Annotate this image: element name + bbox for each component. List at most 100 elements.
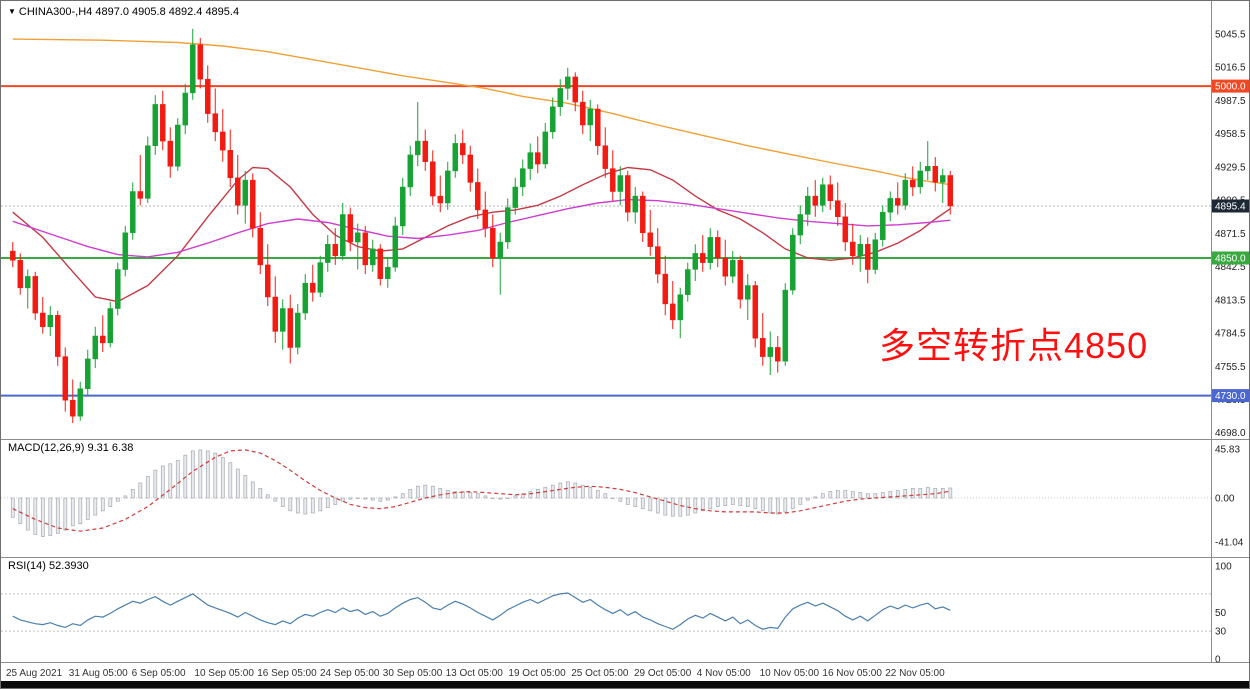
macd-histogram-bar bbox=[288, 497, 293, 512]
macd-histogram-bar bbox=[730, 497, 735, 505]
candle-body bbox=[242, 179, 249, 206]
macd-histogram-bar bbox=[550, 484, 555, 499]
candle-body bbox=[782, 289, 789, 362]
candle-body bbox=[692, 253, 699, 270]
candle-body bbox=[385, 266, 391, 279]
candle-body bbox=[587, 108, 594, 126]
macd-histogram-bar bbox=[18, 497, 23, 525]
candle-body bbox=[767, 347, 774, 357]
candle-body bbox=[190, 44, 196, 94]
candle-body bbox=[752, 285, 759, 339]
candle-body bbox=[362, 232, 369, 266]
candle-body bbox=[932, 166, 939, 183]
macd-histogram-bar bbox=[715, 497, 720, 507]
macd-histogram-bar bbox=[648, 497, 653, 512]
candle-body bbox=[407, 154, 414, 188]
candle-body bbox=[475, 182, 481, 211]
macd-histogram-bar bbox=[940, 488, 945, 499]
macd-histogram-bar bbox=[190, 450, 195, 499]
macd-histogram-bar bbox=[115, 497, 120, 502]
candle-body bbox=[497, 241, 504, 259]
rsi-axis-label: 50 bbox=[1215, 608, 1227, 619]
candle-body bbox=[872, 239, 879, 270]
macd-histogram-bar bbox=[558, 482, 563, 499]
macd-histogram-bar bbox=[280, 497, 285, 507]
candle-body bbox=[430, 161, 436, 197]
candle-body bbox=[205, 78, 211, 114]
time-axis-label: 25 Oct 05:00 bbox=[571, 668, 629, 679]
candle-body bbox=[730, 260, 736, 277]
time-axis-label: 6 Sep 05:00 bbox=[132, 668, 186, 679]
candle-body bbox=[62, 356, 69, 401]
macd-histogram-bar bbox=[198, 449, 203, 499]
macd-histogram-bar bbox=[415, 485, 420, 499]
time-axis-label: 13 Oct 05:00 bbox=[446, 668, 504, 679]
macd-axis-label: -41.04 bbox=[1215, 537, 1244, 548]
candle-body bbox=[152, 104, 159, 146]
price-tick-label: 4698.0 bbox=[1215, 428, 1246, 439]
macd-histogram-bar bbox=[693, 497, 698, 514]
macd-histogram-bar bbox=[663, 497, 668, 516]
candle-body bbox=[17, 260, 24, 289]
macd-histogram-bar bbox=[295, 497, 300, 514]
candle-body bbox=[347, 214, 354, 243]
candle-body bbox=[797, 214, 804, 236]
moving-average-slow bbox=[12, 38, 951, 186]
candle-body bbox=[55, 315, 61, 357]
macd-histogram-bar bbox=[348, 497, 353, 500]
candle-body bbox=[250, 179, 256, 229]
macd-histogram-bar bbox=[355, 497, 360, 499]
macd-histogram-bar bbox=[265, 494, 270, 499]
candle-body bbox=[235, 177, 241, 206]
macd-histogram-bar bbox=[918, 488, 923, 499]
candle-body bbox=[572, 76, 579, 103]
macd-histogram-bar bbox=[138, 482, 143, 499]
candle-body bbox=[77, 388, 84, 417]
macd-histogram-bar bbox=[903, 489, 908, 499]
candle-body bbox=[947, 175, 954, 207]
candle-body bbox=[340, 214, 346, 257]
macd-histogram-bar bbox=[340, 497, 345, 502]
candle-body bbox=[482, 209, 489, 229]
macd-histogram-bar bbox=[235, 468, 240, 499]
macd-histogram-bar bbox=[70, 497, 75, 527]
candle-body bbox=[535, 152, 541, 165]
candle-body bbox=[527, 152, 534, 169]
macd-histogram-bar bbox=[490, 497, 495, 499]
time-axis-label: 31 Aug 05:00 bbox=[69, 668, 128, 679]
macd-histogram-bar bbox=[588, 486, 593, 499]
candle-body bbox=[715, 237, 721, 259]
time-axis-label: 10 Sep 05:00 bbox=[194, 668, 254, 679]
symbol-dropdown-icon[interactable]: ▼ bbox=[8, 7, 16, 16]
macd-histogram-bar bbox=[228, 462, 233, 499]
macd-histogram-bar bbox=[453, 491, 458, 499]
candle-body bbox=[700, 253, 706, 263]
candle-body bbox=[302, 282, 309, 314]
candle-body bbox=[422, 140, 429, 162]
macd-histogram-bar bbox=[760, 497, 765, 512]
macd-histogram-bar bbox=[385, 497, 390, 501]
candle-body bbox=[100, 335, 106, 344]
macd-histogram-bar bbox=[100, 497, 105, 512]
candle-body bbox=[47, 315, 54, 328]
price-tag-label: 4850.0 bbox=[1215, 254, 1246, 265]
candle-body bbox=[505, 207, 511, 243]
macd-histogram-bar bbox=[865, 493, 870, 499]
candle-body bbox=[115, 269, 121, 309]
macd-histogram-bar bbox=[565, 481, 570, 499]
candle-body bbox=[542, 131, 549, 165]
time-axis-label: 4 Nov 05:00 bbox=[697, 668, 751, 679]
candle-body bbox=[437, 195, 444, 204]
macd-axis-label: 45.83 bbox=[1215, 445, 1240, 456]
candle-body bbox=[925, 166, 931, 172]
macd-histogram-bar bbox=[678, 497, 683, 517]
macd-histogram-bar bbox=[670, 497, 675, 517]
macd-histogram-bar bbox=[123, 495, 128, 499]
candle-body bbox=[92, 335, 99, 360]
candle-body bbox=[640, 195, 646, 234]
candle-body bbox=[212, 113, 219, 133]
price-tag-label: 4730.0 bbox=[1215, 391, 1246, 402]
macd-histogram-bar bbox=[595, 490, 600, 499]
time-axis-label: 29 Oct 05:00 bbox=[634, 668, 692, 679]
